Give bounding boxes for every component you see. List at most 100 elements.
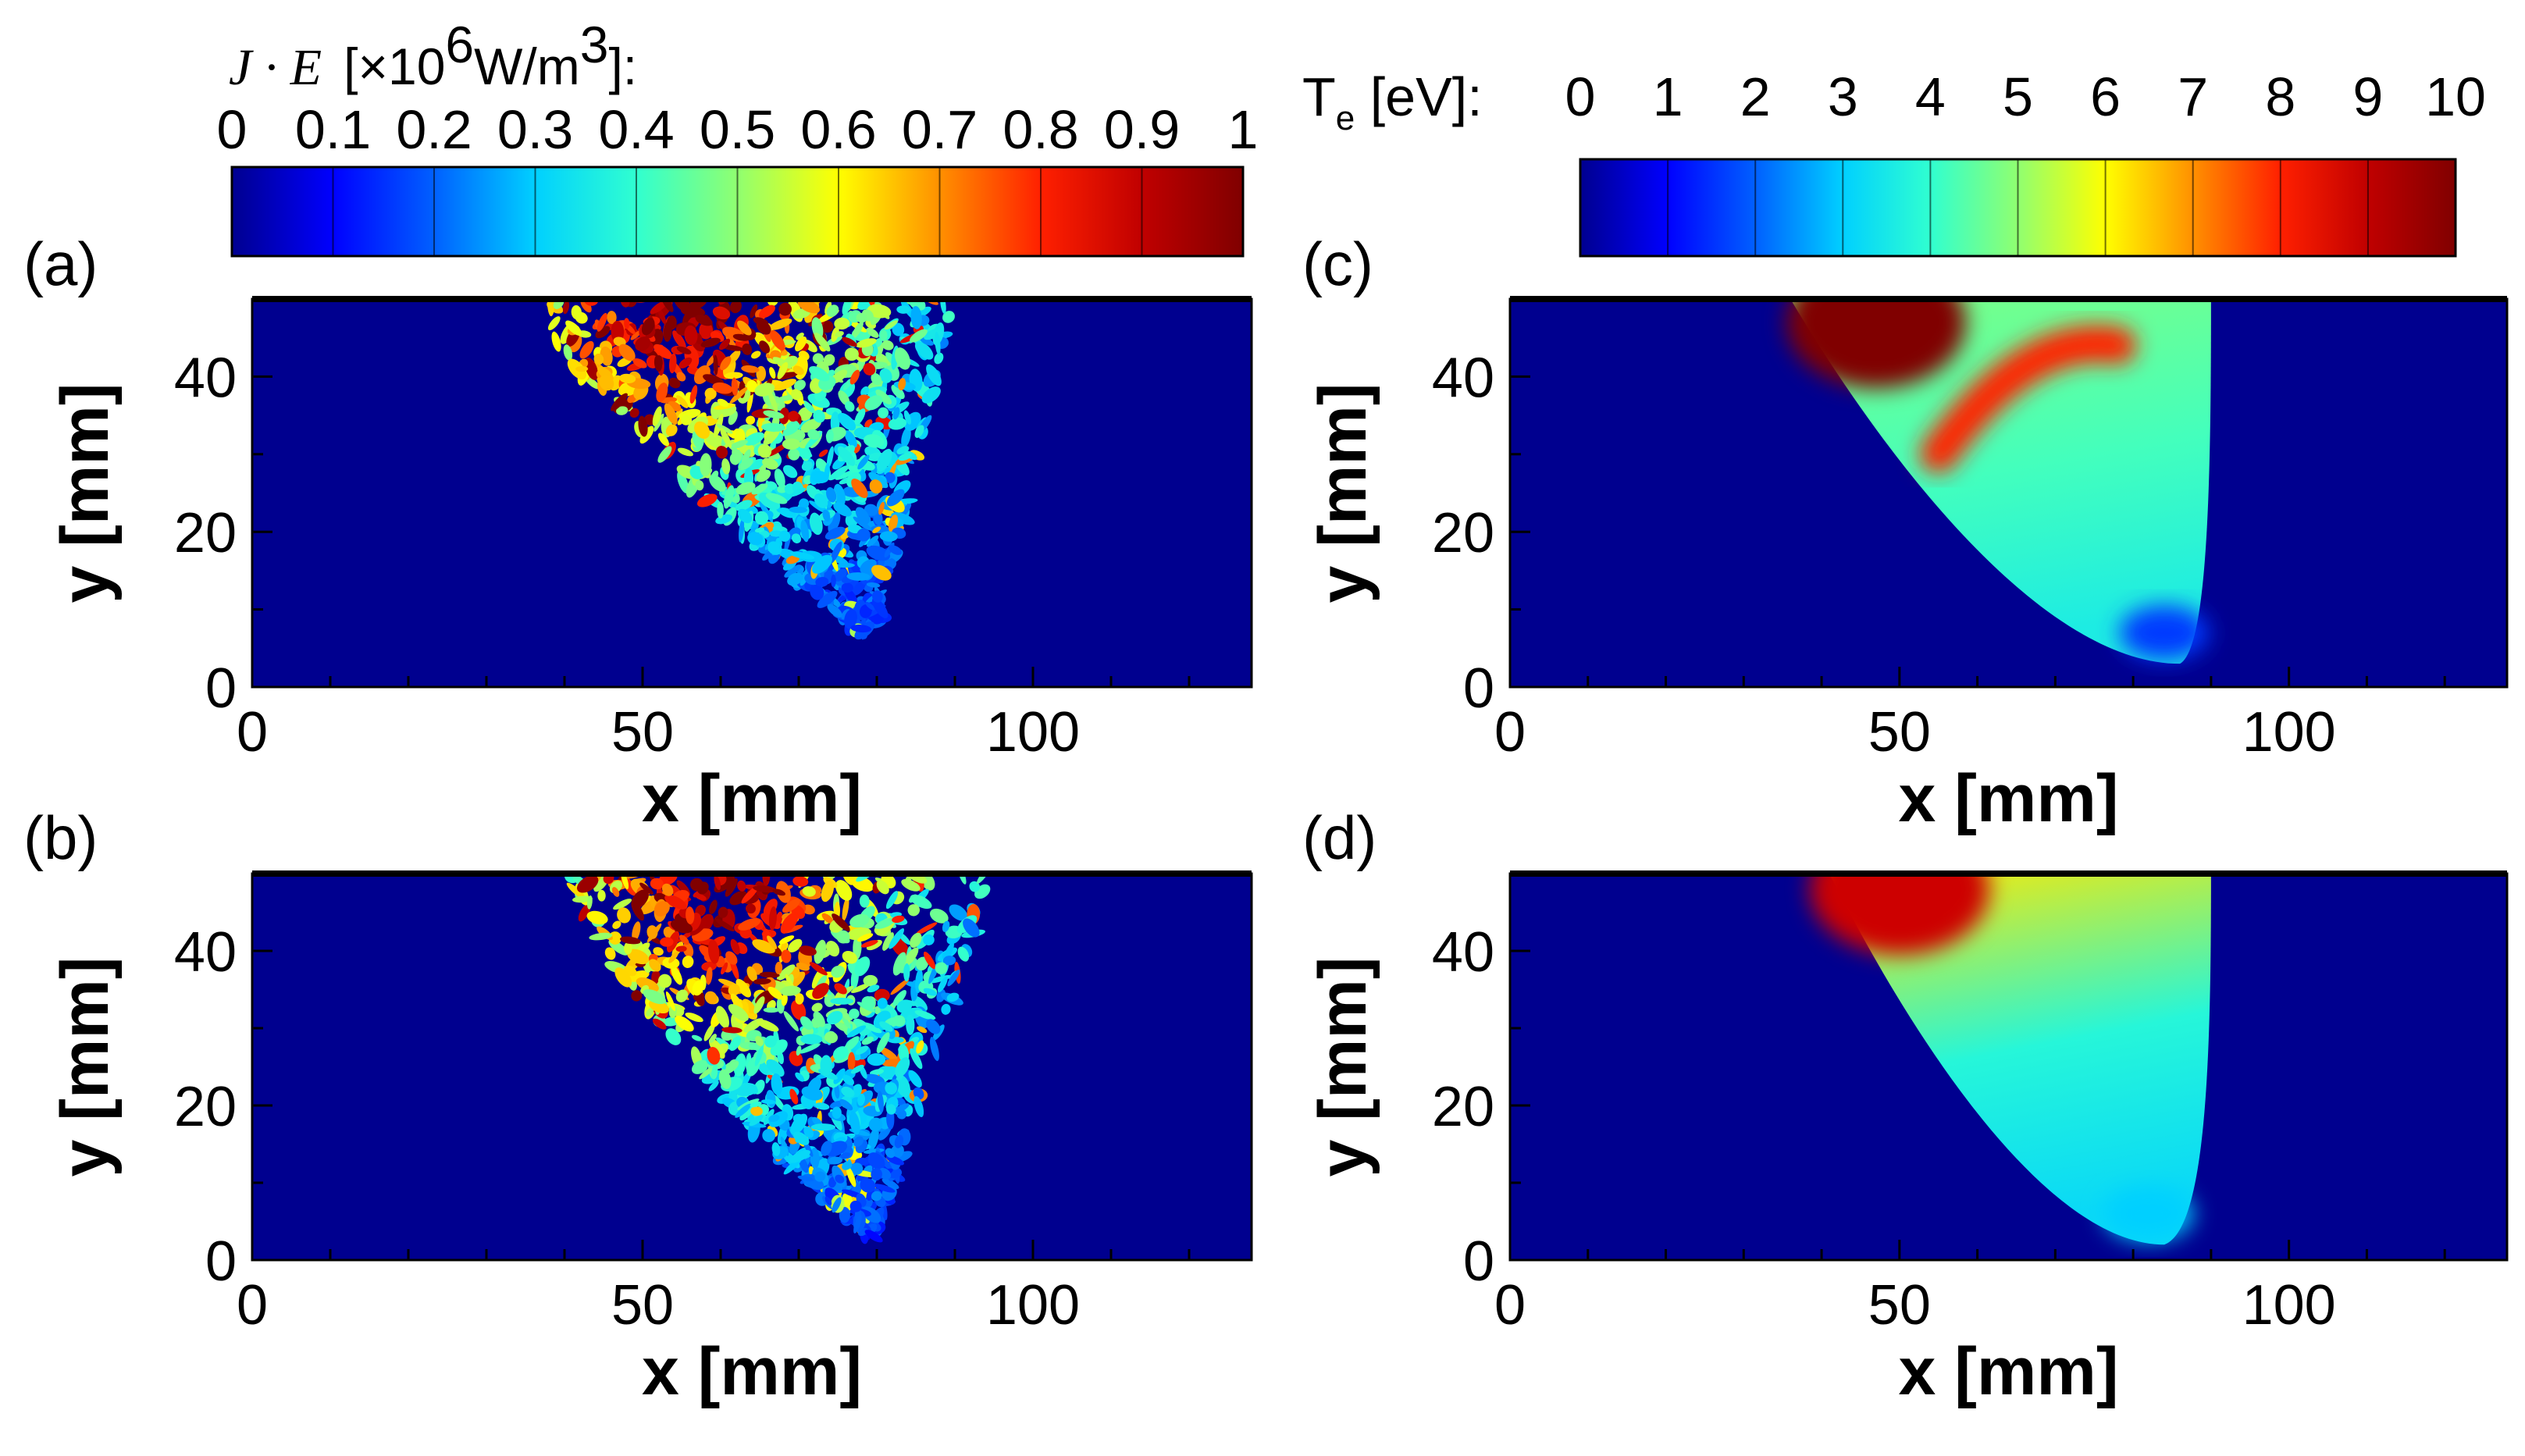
filament-blob: [799, 1043, 821, 1054]
filament-blob: [876, 880, 889, 895]
filament-blob: [762, 1129, 775, 1143]
filament-blob: [867, 1053, 886, 1066]
filament-blob: [696, 493, 718, 507]
filament-blob: [920, 336, 934, 346]
filament-blob: [865, 601, 875, 611]
filament-blob: [859, 894, 870, 908]
filament-blob: [860, 940, 878, 948]
panel-c: 0 50 100 0 20 40 x [mm] y [mm] (c): [1302, 230, 2509, 836]
filament-blob: [846, 572, 871, 581]
filament-blob: [882, 932, 894, 951]
filament-blob: [841, 582, 853, 593]
filament-blob: [742, 344, 753, 355]
filament-blob: [892, 322, 905, 336]
filament-blob: [681, 415, 693, 425]
filament-blob: [724, 372, 743, 379]
filament-blob: [903, 963, 910, 982]
filament-blob: [595, 326, 611, 339]
filament-blob: [871, 1191, 882, 1201]
colorbar-te-tick-label: 5: [2003, 66, 2033, 127]
filament-blob: [650, 878, 664, 890]
filament-blob: [735, 500, 753, 511]
filament-blob: [729, 440, 748, 450]
filament-blob: [657, 308, 667, 325]
filament-blob: [690, 878, 703, 892]
filament-blob: [709, 899, 718, 915]
filament-blob: [867, 1152, 885, 1170]
filament-blob: [657, 974, 672, 988]
filament-blob: [767, 390, 778, 411]
filament-blob: [695, 315, 713, 326]
filament-blob: [632, 921, 641, 942]
filament-blob: [901, 427, 911, 448]
y-tick-label: 20: [174, 502, 237, 564]
filament-blob: [632, 358, 647, 368]
filament-blob: [699, 322, 713, 340]
filament-blob: [864, 504, 878, 517]
x-tick-label: 50: [611, 1274, 674, 1337]
filament-blob: [857, 933, 874, 942]
filament-blob: [930, 1037, 939, 1062]
filament-blob: [866, 327, 879, 338]
filament-blob: [835, 880, 853, 901]
filament-blob: [576, 875, 599, 893]
filament-blob: [896, 999, 913, 1013]
filament-blob: [833, 502, 852, 517]
filament-blob: [835, 1174, 845, 1184]
filament-blob: [874, 917, 896, 929]
filament-blob: [643, 989, 666, 1005]
colorbar-te-tick-label: 2: [1740, 66, 1771, 127]
panel-label: (b): [23, 803, 98, 872]
filament-blob: [618, 373, 636, 383]
filament-blob: [618, 344, 636, 361]
filament-blob: [780, 912, 799, 934]
filament-blob: [796, 333, 804, 340]
filament-blob: [847, 1052, 856, 1073]
filament-blob: [547, 316, 561, 331]
filament-blob: [584, 357, 599, 380]
filament-blob: [759, 340, 771, 354]
filament-blob: [682, 956, 694, 969]
filament-blob: [877, 998, 888, 1009]
filament-blob: [652, 406, 662, 426]
filament-blob: [910, 329, 928, 343]
filament-blob: [923, 934, 935, 945]
filament-blob: [872, 590, 883, 603]
filament-blob: [826, 429, 834, 443]
filament-blob: [613, 336, 626, 347]
filament-blob: [896, 1074, 910, 1098]
filament-blob: [737, 508, 753, 524]
filament-blob: [832, 1106, 842, 1120]
filament-blob: [612, 920, 621, 929]
filament-blob: [747, 532, 764, 546]
colorbar-je-tick-label: 0.9: [1104, 99, 1180, 160]
filament-blob: [881, 1178, 899, 1189]
filament-blob: [785, 555, 800, 564]
filament-blob: [916, 1040, 924, 1054]
plot-area: [252, 299, 1252, 687]
filament-blob: [607, 311, 617, 325]
colorbar-te-tick-label: 0: [1565, 66, 1596, 127]
filament-blob: [826, 446, 834, 468]
filament-blob: [802, 886, 816, 897]
filament-blob: [803, 339, 817, 353]
filament-blob: [834, 317, 850, 330]
filament-blob: [835, 331, 844, 337]
filament-blob: [566, 882, 586, 900]
filament-blob: [672, 330, 686, 350]
filament-blob: [757, 443, 772, 458]
filament-blob: [892, 915, 905, 924]
filament-blob: [934, 352, 944, 365]
filament-blob: [631, 990, 643, 1002]
filament-blob: [768, 906, 777, 931]
filament-blob: [881, 340, 894, 351]
filament-blob: [689, 920, 707, 936]
filament-blob: [715, 1006, 729, 1029]
x-tick-label: 100: [2242, 701, 2336, 764]
y-tick-label: 40: [1432, 921, 1494, 984]
filament-blob: [730, 938, 740, 955]
filament-blob: [765, 493, 788, 504]
filament-blob: [903, 947, 919, 967]
filament-blob: [834, 983, 847, 995]
filament-blob: [571, 305, 582, 320]
